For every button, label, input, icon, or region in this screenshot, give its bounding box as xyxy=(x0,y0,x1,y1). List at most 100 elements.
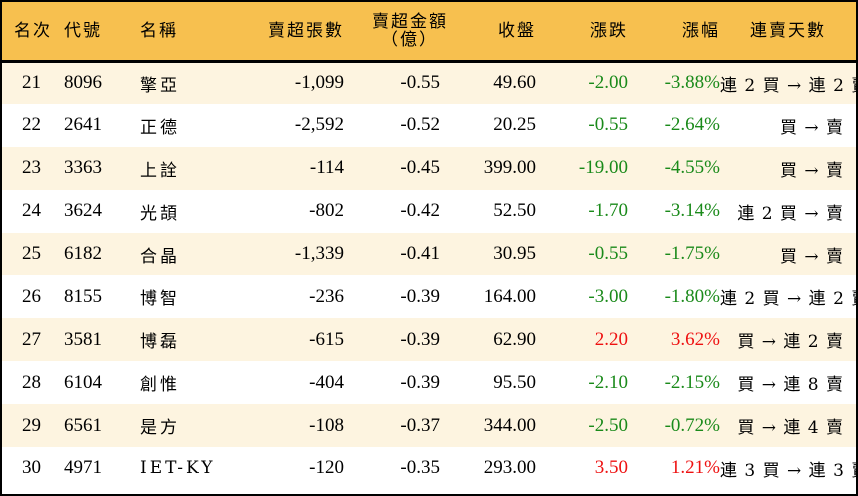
table-row[interactable]: 28 6104 創惟 -404 -0.39 95.50 -2.10 -2.15%… xyxy=(2,361,856,405)
sell-amount-cell: -0.39 xyxy=(400,371,440,393)
sell-shares-cell: -1,099 xyxy=(294,72,344,94)
sell-shares-cell: -404 xyxy=(309,371,344,393)
streak-cell: 連 2 買 → 連 2 賣 xyxy=(720,75,858,96)
name-cell: 創惟 xyxy=(140,375,180,396)
code-cell: 6182 xyxy=(64,243,102,264)
change-cell: -0.55 xyxy=(588,114,628,136)
table-row[interactable]: 23 3363 上詮 -114 -0.45 399.00 -19.00 -4.5… xyxy=(2,146,856,190)
table-row[interactable]: 30 4971 IET-KY -120 -0.35 293.00 3.50 1.… xyxy=(2,447,858,490)
header-pct: 漲幅 xyxy=(682,20,720,41)
sell-shares-cell: -802 xyxy=(309,200,344,222)
pct-cell: -2.64% xyxy=(664,114,720,136)
code-cell: 8096 xyxy=(64,72,102,94)
sell-amount-cell: -0.39 xyxy=(400,285,440,307)
name-cell: 上詮 xyxy=(140,160,180,181)
header-rank: 名次 xyxy=(14,20,52,41)
sell-shares-cell: -114 xyxy=(309,157,344,179)
rank-cell: 28 xyxy=(22,371,41,393)
code-cell: 2641 xyxy=(64,114,102,136)
rank-cell: 22 xyxy=(22,114,41,136)
rank-cell: 26 xyxy=(22,285,41,307)
close-cell: 49.60 xyxy=(493,72,536,94)
pct-cell: -2.15% xyxy=(664,371,720,393)
rank-cell: 30 xyxy=(22,457,41,479)
change-cell: -3.00 xyxy=(588,285,628,307)
name-cell: 擎亞 xyxy=(140,75,180,96)
sell-amount-cell: -0.35 xyxy=(400,457,440,479)
code-cell: 3363 xyxy=(64,157,102,179)
table-row[interactable]: 27 3581 博磊 -615 -0.39 62.90 2.20 3.62% 買… xyxy=(2,318,856,362)
header-code: 代號 xyxy=(64,20,102,41)
table-row[interactable]: 24 3624 光頡 -802 -0.42 52.50 -1.70 -3.14%… xyxy=(2,189,856,233)
table-body: 21 8096 擎亞 -1,099 -0.55 49.60 -2.00 -3.8… xyxy=(2,61,858,490)
code-cell: 6104 xyxy=(64,371,102,393)
table-row[interactable]: 25 6182 合晶 -1,339 -0.41 30.95 -0.55 -1.7… xyxy=(2,232,856,276)
sell-shares-cell: -2,592 xyxy=(294,114,344,136)
pct-cell: 1.21% xyxy=(670,457,720,479)
change-cell: 2.20 xyxy=(594,328,628,350)
table-row[interactable]: 29 6561 是方 -108 -0.37 344.00 -2.50 -0.72… xyxy=(2,404,856,448)
rank-cell: 21 xyxy=(22,72,41,94)
sell-amount-cell: -0.37 xyxy=(400,414,440,436)
streak-cell: 買 → 賣 xyxy=(779,246,844,267)
sell-amount-cell: -0.52 xyxy=(400,114,440,136)
streak-cell: 買 → 連 4 賣 xyxy=(737,418,844,439)
table-row[interactable]: 22 2641 正德 -2,592 -0.52 20.25 -0.55 -2.6… xyxy=(2,103,856,147)
pct-cell: -0.72% xyxy=(664,414,720,436)
header-sell-amount: 賣超金額 （億） xyxy=(344,2,448,61)
header-close: 收盤 xyxy=(498,20,536,41)
sell-amount-cell: -0.42 xyxy=(400,200,440,222)
rank-cell: 24 xyxy=(22,200,41,222)
streak-cell: 買 → 賣 xyxy=(779,160,844,181)
name-cell: 博磊 xyxy=(140,332,180,353)
sell-shares-cell: -615 xyxy=(309,328,344,350)
header-change: 漲跌 xyxy=(590,20,628,41)
header-sell-amount-label: 賣超金額 xyxy=(372,11,448,32)
pct-cell: -1.75% xyxy=(664,243,720,264)
code-cell: 3581 xyxy=(64,328,102,350)
streak-cell: 連 3 買 → 連 3 賣 xyxy=(720,460,858,481)
pct-cell: -3.14% xyxy=(664,200,720,222)
close-cell: 344.00 xyxy=(483,414,536,436)
sell-amount-cell: -0.55 xyxy=(400,72,440,94)
pct-cell: -1.80% xyxy=(664,285,720,307)
name-cell: 是方 xyxy=(140,418,180,439)
table-row[interactable]: 26 8155 博智 -236 -0.39 164.00 -3.00 -1.80… xyxy=(2,275,858,319)
code-cell: 4971 xyxy=(64,457,102,479)
name-cell: 光頡 xyxy=(140,203,180,224)
close-cell: 399.00 xyxy=(483,157,536,179)
streak-cell: 連 2 買 → 賣 xyxy=(737,203,844,224)
rank-cell: 23 xyxy=(22,157,41,179)
change-cell: -2.00 xyxy=(588,72,628,94)
sell-amount-cell: -0.41 xyxy=(400,243,440,264)
sell-shares-cell: -120 xyxy=(309,457,344,479)
close-cell: 20.25 xyxy=(493,114,536,136)
change-cell: -2.50 xyxy=(588,414,628,436)
sell-shares-cell: -108 xyxy=(309,414,344,436)
code-cell: 6561 xyxy=(64,414,102,436)
change-cell: -2.10 xyxy=(588,371,628,393)
change-cell: 3.50 xyxy=(594,457,628,479)
change-cell: -19.00 xyxy=(578,157,628,179)
name-cell: IET-KY xyxy=(140,458,216,479)
name-cell: 博智 xyxy=(140,289,180,310)
header-streak: 連賣天數 xyxy=(750,20,826,41)
close-cell: 95.50 xyxy=(493,371,536,393)
sell-amount-cell: -0.39 xyxy=(400,328,440,350)
header-sell-amount-unit: （億） xyxy=(381,29,438,50)
name-cell: 正德 xyxy=(140,117,180,138)
pct-cell: 3.62% xyxy=(670,328,720,350)
close-cell: 30.95 xyxy=(493,243,536,264)
sell-shares-cell: -1,339 xyxy=(294,243,344,264)
header-row: 名次 代號 名稱 賣超張數 賣超金額 （億） 收盤 漲跌 漲幅 連賣天數 xyxy=(2,2,856,61)
change-cell: -1.70 xyxy=(588,200,628,222)
rank-cell: 25 xyxy=(22,243,41,264)
table-row[interactable]: 21 8096 擎亞 -1,099 -0.55 49.60 -2.00 -3.8… xyxy=(2,61,858,104)
rank-cell: 27 xyxy=(22,328,41,350)
pct-cell: -4.55% xyxy=(664,157,720,179)
streak-cell: 買 → 連 2 賣 xyxy=(737,332,844,353)
close-cell: 62.90 xyxy=(493,328,536,350)
sell-shares-cell: -236 xyxy=(309,285,344,307)
